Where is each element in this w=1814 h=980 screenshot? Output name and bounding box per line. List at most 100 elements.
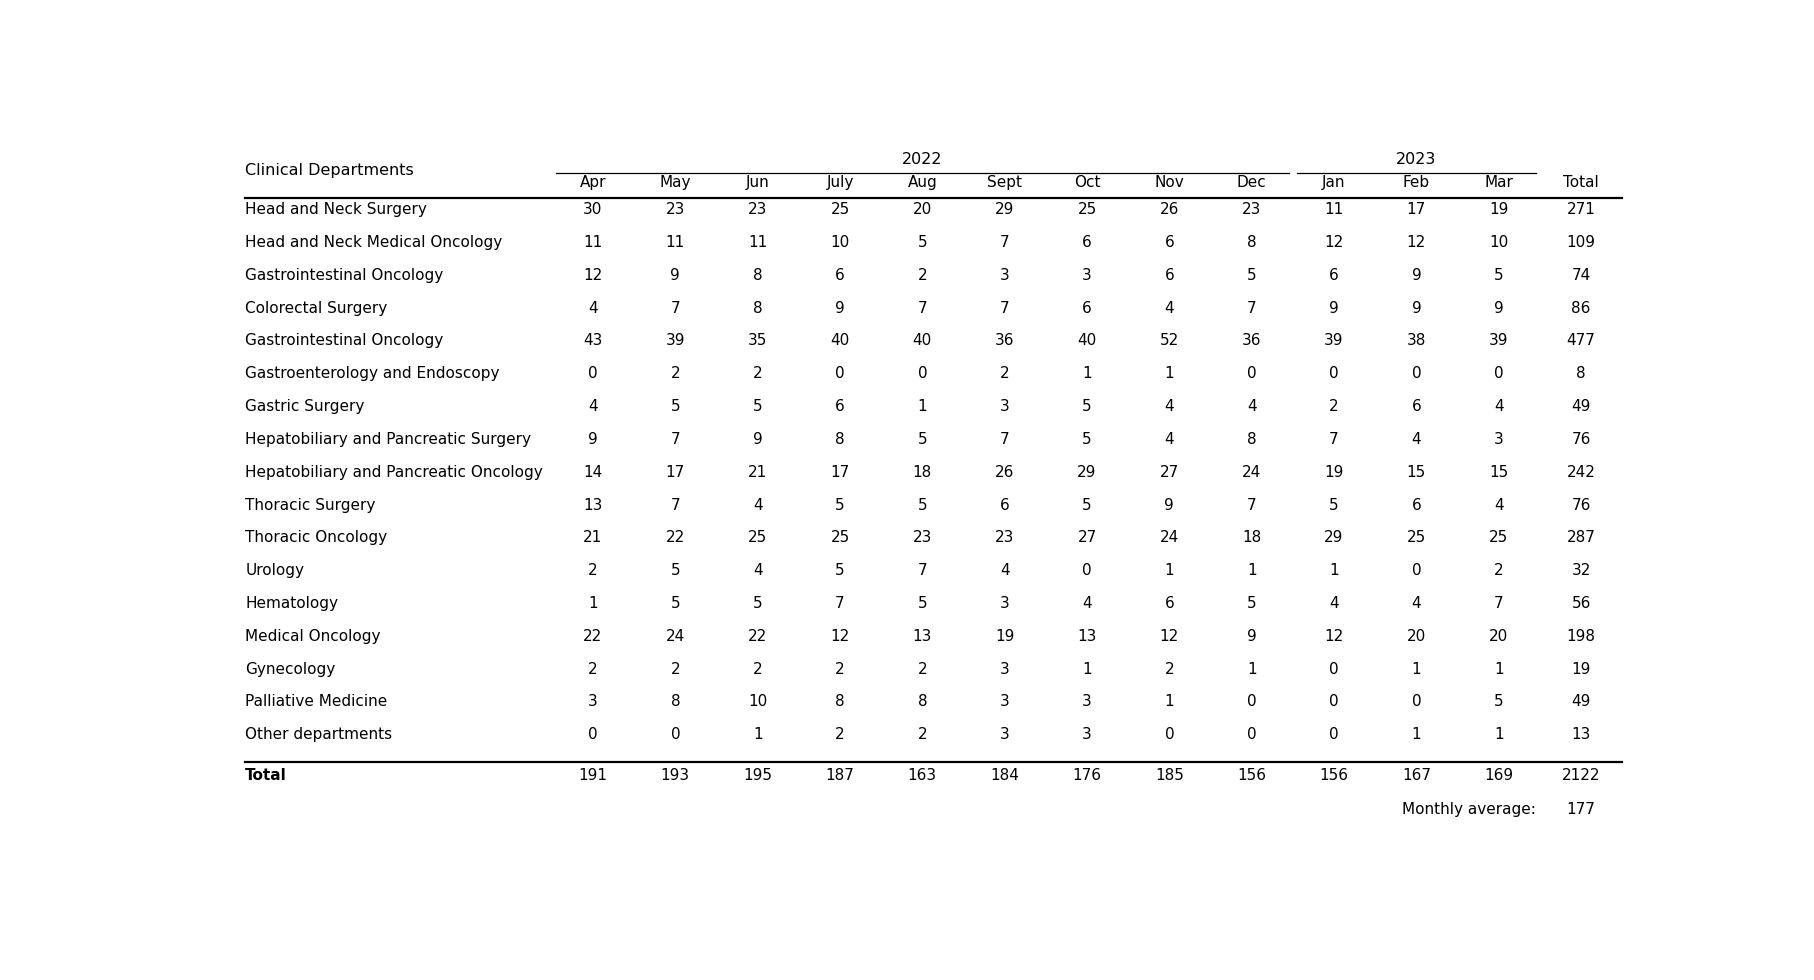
Text: 26: 26 (1159, 202, 1179, 218)
Text: 169: 169 (1484, 767, 1513, 783)
Text: 12: 12 (1324, 629, 1342, 644)
Text: 1: 1 (1246, 662, 1255, 676)
Text: 3: 3 (1000, 268, 1009, 283)
Text: 23: 23 (912, 530, 932, 545)
Text: 23: 23 (994, 530, 1014, 545)
Text: 4: 4 (1493, 399, 1502, 415)
Text: 5: 5 (753, 399, 762, 415)
Text: 21: 21 (582, 530, 602, 545)
Text: Total: Total (1562, 175, 1598, 190)
Text: 5: 5 (1246, 268, 1255, 283)
Text: 1: 1 (1493, 662, 1502, 676)
Text: Jan: Jan (1322, 175, 1344, 190)
Text: 4: 4 (1165, 399, 1174, 415)
Text: 7: 7 (669, 498, 680, 513)
Text: 4: 4 (1000, 564, 1009, 578)
Text: 40: 40 (1078, 333, 1096, 349)
Text: 43: 43 (582, 333, 602, 349)
Text: Urology: Urology (245, 564, 305, 578)
Text: 1: 1 (1328, 564, 1339, 578)
Text: 36: 36 (1241, 333, 1261, 349)
Text: 6: 6 (1411, 498, 1420, 513)
Text: 0: 0 (1328, 695, 1339, 710)
Text: 10: 10 (1487, 235, 1507, 250)
Text: 0: 0 (1411, 367, 1420, 381)
Text: 5: 5 (669, 596, 680, 611)
Text: 3: 3 (1000, 399, 1009, 415)
Text: 477: 477 (1565, 333, 1595, 349)
Text: 74: 74 (1571, 268, 1589, 283)
Text: 23: 23 (666, 202, 684, 218)
Text: 22: 22 (747, 629, 767, 644)
Text: 29: 29 (994, 202, 1014, 218)
Text: 6: 6 (834, 399, 844, 415)
Text: 26: 26 (994, 465, 1014, 480)
Text: 56: 56 (1571, 596, 1589, 611)
Text: 86: 86 (1571, 301, 1589, 316)
Text: Colorectal Surgery: Colorectal Surgery (245, 301, 386, 316)
Text: 25: 25 (831, 530, 849, 545)
Text: 1: 1 (1081, 367, 1092, 381)
Text: Hematology: Hematology (245, 596, 337, 611)
Text: 1: 1 (1165, 564, 1174, 578)
Text: 2: 2 (1000, 367, 1009, 381)
Text: Sept: Sept (987, 175, 1021, 190)
Text: 9: 9 (753, 432, 762, 447)
Text: 12: 12 (831, 629, 849, 644)
Text: 0: 0 (834, 367, 844, 381)
Text: 9: 9 (1493, 301, 1502, 316)
Text: 22: 22 (666, 530, 684, 545)
Text: Hepatobiliary and Pancreatic Surgery: Hepatobiliary and Pancreatic Surgery (245, 432, 532, 447)
Text: Mar: Mar (1484, 175, 1513, 190)
Text: 0: 0 (1246, 727, 1255, 742)
Text: 17: 17 (1406, 202, 1426, 218)
Text: 7: 7 (1000, 432, 1009, 447)
Text: 109: 109 (1565, 235, 1595, 250)
Text: Medical Oncology: Medical Oncology (245, 629, 381, 644)
Text: 2: 2 (834, 662, 844, 676)
Text: 4: 4 (1411, 596, 1420, 611)
Text: 29: 29 (1078, 465, 1096, 480)
Text: 2: 2 (834, 727, 844, 742)
Text: 7: 7 (834, 596, 844, 611)
Text: 1: 1 (1081, 662, 1092, 676)
Text: 19: 19 (1571, 662, 1589, 676)
Text: 6: 6 (1165, 235, 1174, 250)
Text: Clinical Departments: Clinical Departments (245, 164, 414, 178)
Text: 1: 1 (1411, 727, 1420, 742)
Text: 0: 0 (1081, 564, 1092, 578)
Text: 4: 4 (1165, 432, 1174, 447)
Text: 13: 13 (1571, 727, 1589, 742)
Text: Head and Neck Medical Oncology: Head and Neck Medical Oncology (245, 235, 502, 250)
Text: 3: 3 (1493, 432, 1502, 447)
Text: 2: 2 (669, 662, 680, 676)
Text: 2: 2 (918, 662, 927, 676)
Text: May: May (658, 175, 691, 190)
Text: 4: 4 (588, 399, 597, 415)
Text: Thoracic Surgery: Thoracic Surgery (245, 498, 375, 513)
Text: 4: 4 (1165, 301, 1174, 316)
Text: 12: 12 (1406, 235, 1426, 250)
Text: 20: 20 (1406, 629, 1426, 644)
Text: 9: 9 (1328, 301, 1339, 316)
Text: 5: 5 (1246, 596, 1255, 611)
Text: 193: 193 (660, 767, 689, 783)
Text: Nov: Nov (1154, 175, 1183, 190)
Text: Other departments: Other departments (245, 727, 392, 742)
Text: 2: 2 (588, 662, 597, 676)
Text: 242: 242 (1565, 465, 1595, 480)
Text: 76: 76 (1571, 432, 1589, 447)
Text: 6: 6 (1081, 301, 1092, 316)
Text: 0: 0 (1411, 564, 1420, 578)
Text: 1: 1 (588, 596, 597, 611)
Text: 4: 4 (1328, 596, 1339, 611)
Text: 25: 25 (747, 530, 767, 545)
Text: 3: 3 (1000, 695, 1009, 710)
Text: 156: 156 (1319, 767, 1348, 783)
Text: 30: 30 (582, 202, 602, 218)
Text: 5: 5 (1081, 432, 1092, 447)
Text: 0: 0 (1328, 367, 1339, 381)
Text: 12: 12 (582, 268, 602, 283)
Text: Palliative Medicine: Palliative Medicine (245, 695, 386, 710)
Text: July: July (825, 175, 853, 190)
